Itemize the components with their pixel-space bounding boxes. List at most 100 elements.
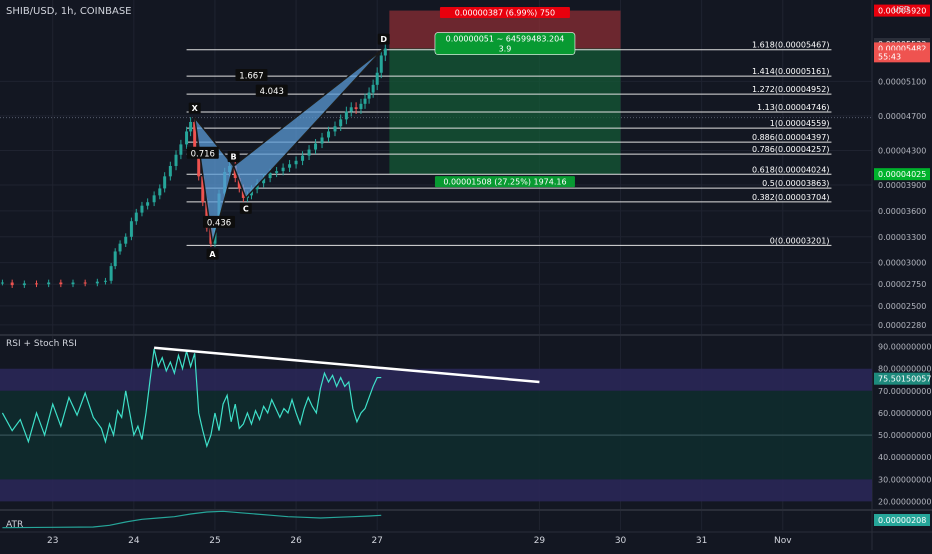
pattern-point-badge bbox=[188, 102, 201, 114]
candle-body bbox=[179, 144, 183, 155]
pattern-point-label: B bbox=[231, 152, 237, 161]
fib-level-label: 1(0.00004559) bbox=[770, 119, 830, 128]
pattern-point-label: D bbox=[380, 35, 387, 44]
candle-body bbox=[268, 172, 272, 179]
atr-pane[interactable] bbox=[2, 510, 382, 529]
candle-body bbox=[124, 236, 128, 244]
fib-level-label: 0.5(0.00003863) bbox=[762, 179, 829, 188]
candle-body bbox=[103, 280, 107, 282]
price-axis[interactable]: 0.00005100 0.00004700 0.00004300 0.00003900… bbox=[874, 4, 931, 526]
candle-body bbox=[193, 121, 197, 149]
price-badge-label: 0.00005482 bbox=[878, 44, 926, 53]
candle-body bbox=[205, 202, 209, 229]
pattern-point-badge bbox=[206, 248, 219, 260]
pattern-ratio-label: 0.436 bbox=[207, 218, 231, 228]
pattern-point-label: C bbox=[243, 204, 249, 213]
atr-current-label: 0.00000208 bbox=[878, 516, 926, 525]
rsi-trendline bbox=[154, 346, 540, 384]
candle-body bbox=[113, 251, 117, 267]
stop-label: 0.00000387 (6.99%) 750 bbox=[455, 9, 555, 18]
price-badge bbox=[874, 4, 930, 17]
pattern-point-label: A bbox=[209, 250, 216, 259]
candle-body bbox=[0, 282, 4, 284]
price-tick-label: 0.00002280 bbox=[878, 321, 926, 330]
price-tick-label: 0.00004300 bbox=[878, 146, 926, 155]
candle-body bbox=[83, 282, 87, 284]
stop-label-badge bbox=[439, 7, 570, 18]
fib-level-label: 1.414(0.00005161) bbox=[752, 67, 830, 76]
price-tick-label: 0.00003900 bbox=[878, 181, 926, 190]
symbol-title: SHIB/USD, 1h, COINBASE bbox=[6, 6, 131, 17]
price-badge-label: 0.00004025 bbox=[878, 170, 926, 179]
currency-label: USD bbox=[893, 5, 910, 14]
rsi-pane[interactable] bbox=[0, 346, 872, 502]
price-badge-label: 55:43 bbox=[878, 52, 901, 61]
candle-body bbox=[379, 55, 383, 73]
price-badge bbox=[874, 50, 930, 63]
price-badge bbox=[874, 168, 930, 181]
atr-line bbox=[2, 510, 382, 529]
time-tick-label: 27 bbox=[371, 536, 382, 546]
candle-body bbox=[281, 167, 285, 172]
price-tick-label: 0.00003000 bbox=[878, 259, 926, 268]
candle-body bbox=[294, 160, 298, 165]
price-badge-label: 0.00005920 bbox=[878, 7, 926, 16]
pattern-ratio-label: 4.043 bbox=[260, 87, 284, 97]
rsi-tick-label: 50.00000000 bbox=[878, 431, 931, 440]
rsi-line bbox=[1, 348, 382, 449]
pattern-ratio-badge bbox=[203, 215, 236, 228]
pattern-ratio-label: 1.667 bbox=[239, 72, 263, 82]
price-pane[interactable]: 1.618(0.00005467) 1.414(0.00005161) 1.272(… bbox=[0, 7, 872, 288]
candle-body bbox=[363, 98, 367, 104]
pattern-point-badge bbox=[377, 33, 390, 45]
candle-body bbox=[367, 92, 371, 99]
pattern-point-badge bbox=[239, 202, 252, 214]
rsi-tick-label: 20.00000000 bbox=[878, 497, 931, 506]
candle-body bbox=[339, 119, 343, 127]
candle-body bbox=[237, 178, 241, 189]
candle-body bbox=[189, 121, 193, 132]
candle-body bbox=[201, 176, 205, 203]
candle-body bbox=[152, 195, 156, 203]
fib-level-label: 0.786(0.00004257) bbox=[752, 145, 830, 154]
candle-body bbox=[344, 111, 348, 120]
entry-label: 0.00000051 ~ 64599483.204 bbox=[446, 35, 565, 44]
candle-body bbox=[47, 282, 51, 285]
pattern-ratio-badge bbox=[186, 146, 219, 159]
candle-body bbox=[163, 176, 167, 189]
candle-body bbox=[185, 131, 189, 145]
rsi-tick-label: 90.00000000 bbox=[878, 343, 931, 352]
candle-body bbox=[288, 164, 292, 168]
time-tick-label: 24 bbox=[128, 536, 140, 546]
candle-body bbox=[146, 202, 150, 206]
rsi-title: RSI + Stoch RSI bbox=[6, 339, 77, 349]
candle-body bbox=[383, 48, 387, 56]
price-tick-label: 0.00003300 bbox=[878, 233, 926, 242]
price-tick-label: 0.00005100 bbox=[878, 77, 926, 86]
rsi-tick-label: 80.00000000 bbox=[878, 365, 931, 374]
rsi-tick-label: 30.00000000 bbox=[878, 475, 931, 484]
candle-body bbox=[333, 126, 337, 132]
candle-body bbox=[118, 243, 122, 252]
time-tick-label: 31 bbox=[696, 536, 707, 546]
pattern-point-badge bbox=[227, 150, 240, 162]
time-tick-label: 25 bbox=[209, 536, 220, 546]
pattern-point-label: X bbox=[192, 104, 199, 113]
candle-body bbox=[95, 281, 99, 284]
fib-level-label: 1.272(0.00004952) bbox=[752, 85, 830, 94]
rsi-current-badge bbox=[874, 372, 930, 385]
candle-body bbox=[22, 283, 26, 286]
time-tick-label: 29 bbox=[534, 536, 546, 546]
atr-title: ATR bbox=[6, 520, 23, 530]
price-tick-label: 0.00004700 bbox=[878, 112, 926, 121]
candle-body bbox=[134, 212, 138, 222]
time-tick-label: Nov bbox=[774, 536, 792, 546]
candle-body bbox=[59, 282, 63, 285]
candle-body bbox=[10, 282, 14, 286]
candle-body bbox=[307, 149, 311, 156]
candle-body bbox=[275, 171, 279, 173]
time-axis[interactable]: 23 24 25 26 27 29 30 31 Nov bbox=[47, 536, 792, 546]
candle-body bbox=[109, 266, 113, 281]
